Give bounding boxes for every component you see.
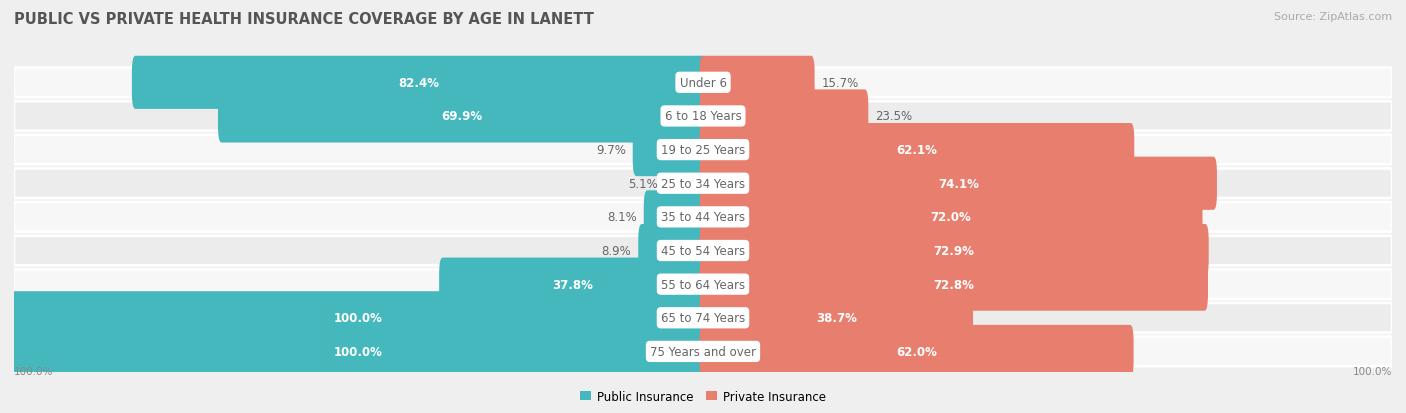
Text: 72.9%: 72.9% xyxy=(934,244,974,257)
Text: 6 to 18 Years: 6 to 18 Years xyxy=(665,110,741,123)
FancyBboxPatch shape xyxy=(700,325,1133,378)
Text: 37.8%: 37.8% xyxy=(553,278,593,291)
FancyBboxPatch shape xyxy=(14,236,1392,266)
FancyBboxPatch shape xyxy=(644,191,706,244)
Text: 8.9%: 8.9% xyxy=(602,244,631,257)
Text: 65 to 74 Years: 65 to 74 Years xyxy=(661,311,745,325)
Text: 35 to 44 Years: 35 to 44 Years xyxy=(661,211,745,224)
FancyBboxPatch shape xyxy=(700,224,1209,278)
Text: 45 to 54 Years: 45 to 54 Years xyxy=(661,244,745,257)
FancyBboxPatch shape xyxy=(11,325,706,378)
Text: 62.0%: 62.0% xyxy=(896,345,936,358)
FancyBboxPatch shape xyxy=(14,203,1392,232)
Text: 100.0%: 100.0% xyxy=(335,311,382,325)
FancyBboxPatch shape xyxy=(633,124,706,177)
Text: 62.1%: 62.1% xyxy=(897,144,938,157)
FancyBboxPatch shape xyxy=(700,57,814,109)
Text: 25 to 34 Years: 25 to 34 Years xyxy=(661,177,745,190)
Text: 15.7%: 15.7% xyxy=(821,77,859,90)
FancyBboxPatch shape xyxy=(700,90,869,143)
FancyBboxPatch shape xyxy=(14,102,1392,131)
Text: Source: ZipAtlas.com: Source: ZipAtlas.com xyxy=(1274,12,1392,22)
FancyBboxPatch shape xyxy=(14,270,1392,299)
Text: 8.1%: 8.1% xyxy=(607,211,637,224)
Text: PUBLIC VS PRIVATE HEALTH INSURANCE COVERAGE BY AGE IN LANETT: PUBLIC VS PRIVATE HEALTH INSURANCE COVER… xyxy=(14,12,593,27)
FancyBboxPatch shape xyxy=(14,303,1392,333)
Text: 72.0%: 72.0% xyxy=(931,211,972,224)
Text: 100.0%: 100.0% xyxy=(1353,366,1392,376)
FancyBboxPatch shape xyxy=(14,337,1392,366)
Legend: Public Insurance, Private Insurance: Public Insurance, Private Insurance xyxy=(575,385,831,408)
Text: 23.5%: 23.5% xyxy=(875,110,912,123)
FancyBboxPatch shape xyxy=(132,57,706,109)
FancyBboxPatch shape xyxy=(700,157,1218,210)
FancyBboxPatch shape xyxy=(14,135,1392,165)
Text: 38.7%: 38.7% xyxy=(815,311,856,325)
Text: 74.1%: 74.1% xyxy=(938,177,979,190)
FancyBboxPatch shape xyxy=(218,90,706,143)
FancyBboxPatch shape xyxy=(638,224,706,278)
Text: Under 6: Under 6 xyxy=(679,77,727,90)
Text: 5.1%: 5.1% xyxy=(628,177,658,190)
FancyBboxPatch shape xyxy=(14,169,1392,199)
FancyBboxPatch shape xyxy=(700,191,1202,244)
FancyBboxPatch shape xyxy=(700,292,973,344)
FancyBboxPatch shape xyxy=(700,258,1208,311)
FancyBboxPatch shape xyxy=(700,124,1135,177)
FancyBboxPatch shape xyxy=(14,68,1392,98)
Text: 9.7%: 9.7% xyxy=(596,144,626,157)
Text: 100.0%: 100.0% xyxy=(14,366,53,376)
FancyBboxPatch shape xyxy=(439,258,706,311)
FancyBboxPatch shape xyxy=(665,157,706,210)
Text: 55 to 64 Years: 55 to 64 Years xyxy=(661,278,745,291)
Text: 75 Years and over: 75 Years and over xyxy=(650,345,756,358)
Text: 100.0%: 100.0% xyxy=(335,345,382,358)
FancyBboxPatch shape xyxy=(11,292,706,344)
Text: 19 to 25 Years: 19 to 25 Years xyxy=(661,144,745,157)
Text: 82.4%: 82.4% xyxy=(399,77,440,90)
Text: 72.8%: 72.8% xyxy=(934,278,974,291)
Text: 69.9%: 69.9% xyxy=(441,110,482,123)
